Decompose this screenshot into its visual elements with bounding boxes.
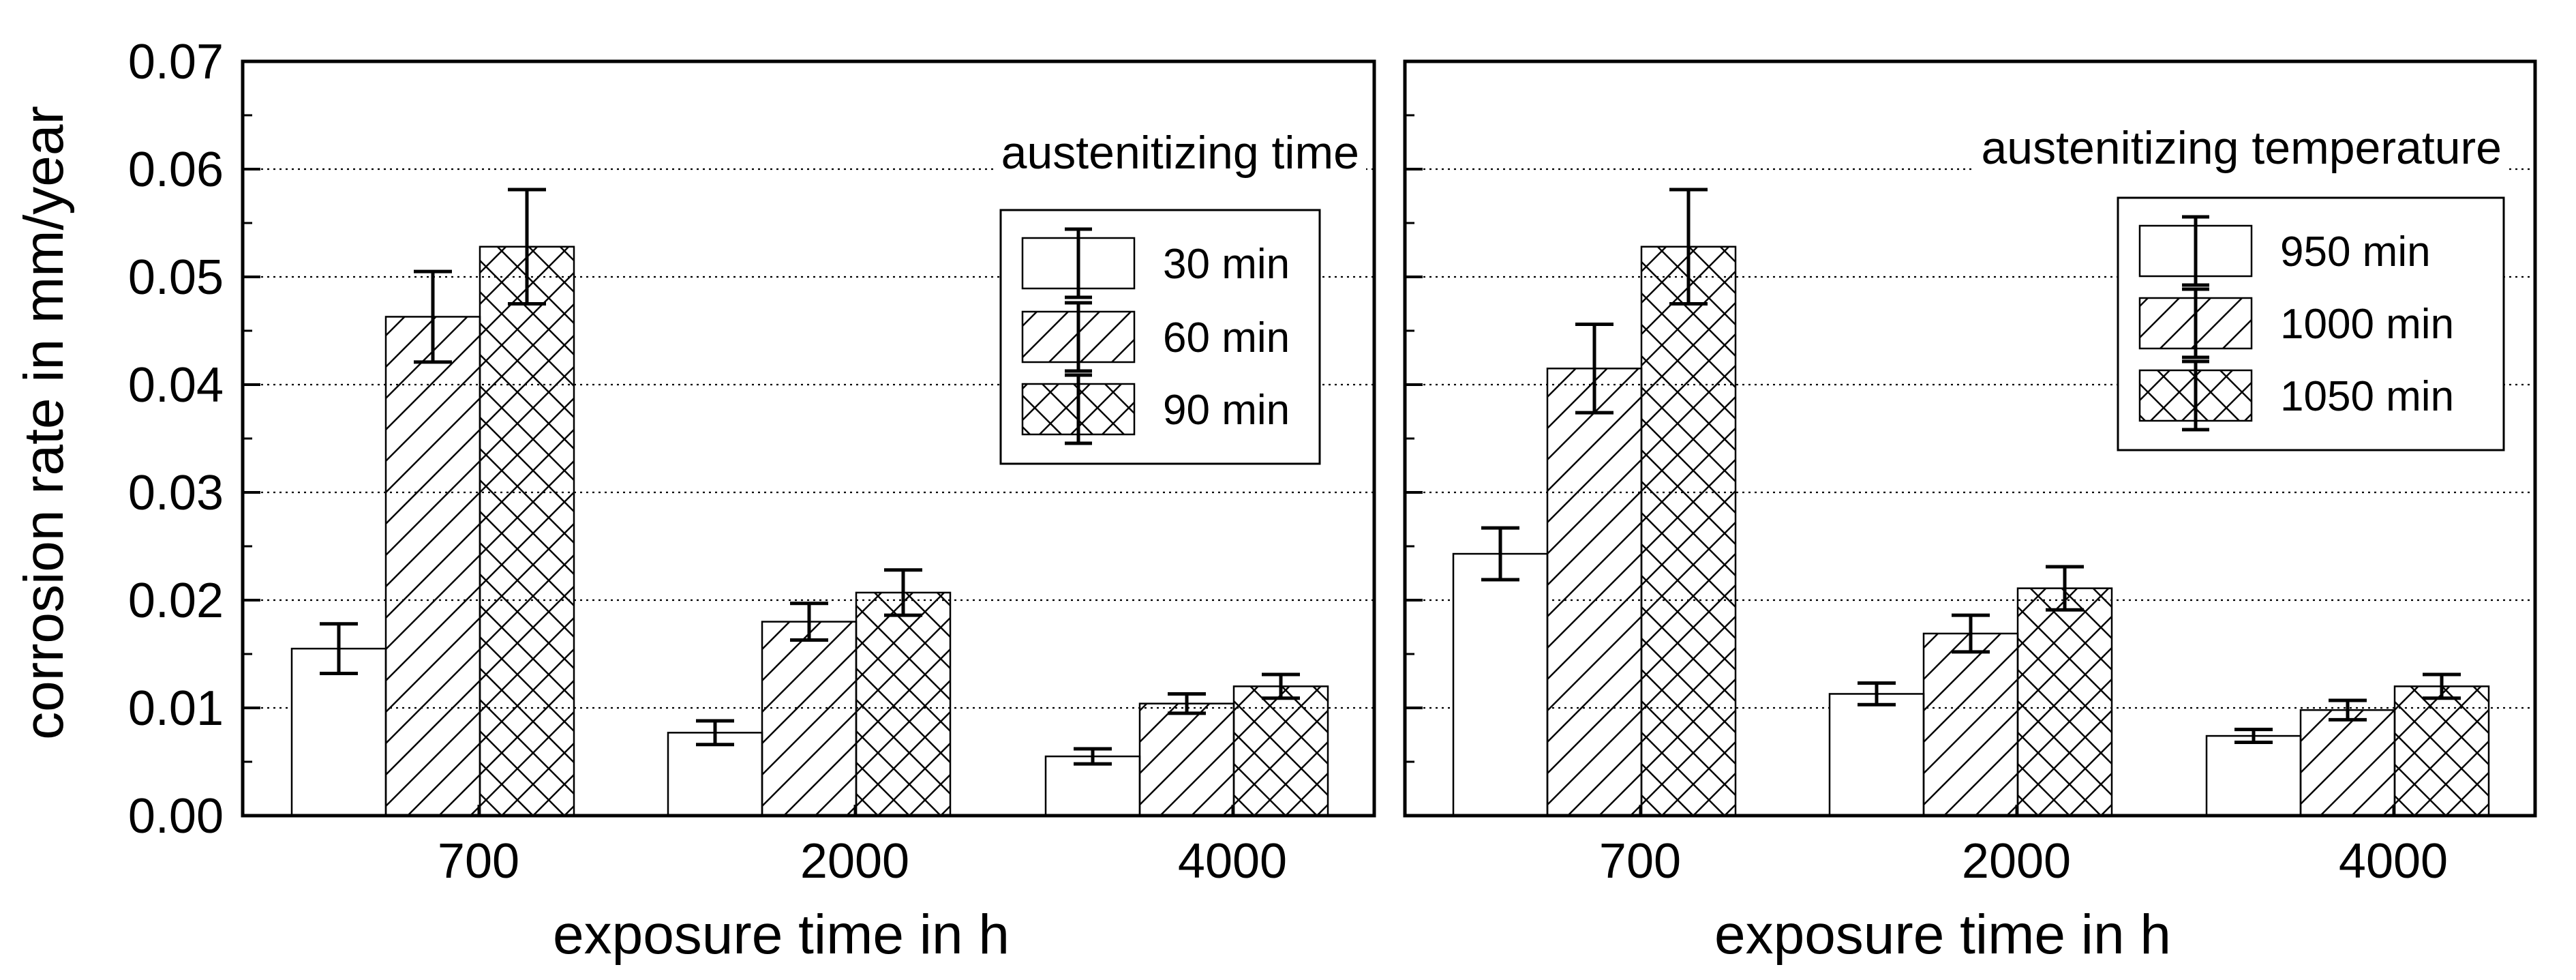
y-axis-title: corrosion rate in mm/year: [13, 106, 75, 740]
y-tick-label: 0.06: [128, 143, 224, 197]
x-axis-title: exposure time in h: [1714, 904, 2171, 966]
legend-label: 1050 min: [2280, 373, 2454, 420]
legend-label: 1000 min: [2280, 301, 2454, 348]
y-tick-label: 0.03: [128, 466, 224, 520]
y-tick-label: 0.02: [128, 574, 224, 628]
x-axis-title: exposure time in h: [553, 904, 1010, 966]
legend-label: 950 min: [2280, 228, 2431, 276]
bar: [1922, 632, 2019, 817]
bar: [667, 732, 763, 817]
panel-austenitizing-time: 0.00 0.01 0.02 0.03 0.04 0.05 0.06 0.07 700 2000 4…: [128, 35, 1376, 966]
bar: [2299, 709, 2396, 817]
bar: [1546, 368, 1643, 817]
y-tick-label: 0.07: [128, 35, 224, 89]
plot-frame: [241, 59, 1376, 818]
x-category-label: 700: [1599, 834, 1681, 889]
legend-label: 30 min: [1163, 241, 1290, 288]
panel-austenitizing-temperature: 700 2000 4000 austenitizing temperature 950 …: [1403, 59, 2537, 966]
annotation-background: [1974, 118, 2509, 178]
bar: [2016, 587, 2113, 817]
x-category-label: 4000: [2339, 834, 2448, 889]
bar: [1452, 552, 1549, 817]
x-category-label: 4000: [1178, 834, 1287, 889]
y-tick-label: 0.01: [128, 681, 224, 736]
bar: [1232, 685, 1329, 817]
bar: [479, 246, 575, 817]
bar: [1828, 693, 1925, 817]
bar: [1044, 755, 1141, 817]
y-tick-label: 0.04: [128, 358, 224, 413]
y-tick-label: 0.05: [128, 250, 224, 305]
bar: [761, 621, 858, 817]
bar: [2205, 734, 2302, 817]
panel-annotation: austenitizing temperature: [1981, 122, 2502, 174]
bar: [855, 591, 952, 817]
y-tick-label: 0.00: [128, 789, 224, 844]
bar: [290, 647, 387, 817]
plot-frame: [1403, 59, 2537, 818]
legend-label: 60 min: [1163, 314, 1290, 361]
x-category-label: 2000: [1962, 834, 2071, 889]
bar: [1138, 702, 1235, 817]
bar: [2393, 685, 2490, 817]
panel-annotation: austenitizing time: [1001, 127, 1359, 179]
annotation-background: [994, 123, 1366, 183]
x-category-label: 700: [438, 834, 519, 889]
legend-label: 90 min: [1163, 387, 1290, 434]
x-category-label: 2000: [800, 834, 909, 889]
bar: [384, 316, 481, 817]
bar: [1640, 246, 1737, 817]
